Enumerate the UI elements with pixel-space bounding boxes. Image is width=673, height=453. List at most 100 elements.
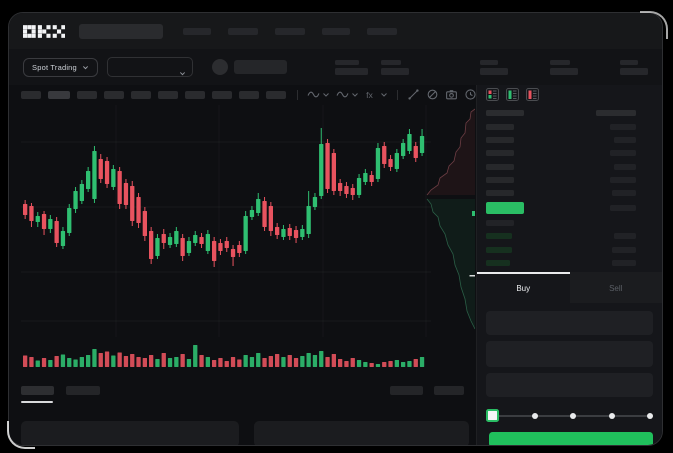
ask-row[interactable] <box>486 133 636 146</box>
order-form-input[interactable] <box>486 372 653 397</box>
timeframe-button[interactable] <box>239 90 259 99</box>
tool-clock-icon[interactable] <box>464 88 477 101</box>
submit-buy-button[interactable] <box>489 432 653 445</box>
bottom-tab-active[interactable] <box>21 386 54 396</box>
orders-table-placeholder <box>9 416 476 445</box>
tab-sell[interactable]: Sell <box>569 271 662 303</box>
nav-item[interactable] <box>183 27 211 35</box>
ticker-stat <box>335 59 368 75</box>
orderbook-header[interactable] <box>486 106 636 119</box>
ask-row[interactable] <box>486 120 636 133</box>
table-placeholder-cell <box>254 421 469 445</box>
buy-sell-tabs: Buy Sell <box>477 271 662 303</box>
top-navigation-bar <box>9 13 662 49</box>
ticker-stat <box>480 59 508 75</box>
slider-dot[interactable] <box>608 412 615 419</box>
nav-item[interactable] <box>228 27 258 35</box>
ask-row[interactable] <box>486 173 636 186</box>
tool-line-icon[interactable] <box>407 88 420 101</box>
tab-buy[interactable]: Buy <box>477 271 570 303</box>
tool-fx-icon[interactable]: fx <box>365 88 378 101</box>
orderbook-layout-asks-icon[interactable] <box>526 88 539 102</box>
nav-item[interactable] <box>275 27 305 35</box>
okx-logo-icon <box>23 24 65 38</box>
bottom-tab-actions <box>390 386 464 396</box>
orderbook <box>477 104 662 271</box>
ticker-stat <box>550 59 578 75</box>
timeframe-button[interactable] <box>48 90 70 99</box>
svg-text:fx: fx <box>366 90 373 100</box>
price-bar-placeholder <box>486 190 514 197</box>
price-bar-placeholder <box>486 150 514 157</box>
timeframe-button[interactable] <box>185 90 205 99</box>
bottom-action-button[interactable] <box>390 386 423 396</box>
ask-row[interactable] <box>486 160 636 173</box>
slider-handle[interactable] <box>486 409 499 423</box>
bottom-tab[interactable] <box>66 386 100 396</box>
timeframe-button[interactable] <box>158 90 178 99</box>
bottom-action-button[interactable] <box>434 386 464 396</box>
stat-value-placeholder <box>381 59 401 65</box>
amount-bar-placeholder <box>612 246 636 253</box>
nav-item[interactable] <box>322 27 350 35</box>
amount-bar-placeholder <box>610 205 636 212</box>
orderbook-layout-bids-icon[interactable] <box>506 88 519 102</box>
tool-camera-icon[interactable] <box>445 88 458 101</box>
chevron-down-icon <box>82 64 89 71</box>
ask-row[interactable] <box>486 147 636 160</box>
order-form-input[interactable] <box>486 310 653 335</box>
tool-chevron-icon[interactable] <box>380 88 388 101</box>
slider-dot[interactable] <box>531 412 538 419</box>
last-price-row[interactable] <box>486 200 636 216</box>
active-tab-underline <box>21 401 53 404</box>
order-form-input[interactable] <box>486 340 653 367</box>
nav-item[interactable] <box>367 27 397 35</box>
timeframe-button[interactable] <box>104 90 124 99</box>
bid-row[interactable] <box>486 243 636 256</box>
price-bar-placeholder <box>486 246 512 253</box>
tool-chevron-icon[interactable] <box>351 88 359 101</box>
amount-bar-placeholder <box>614 163 636 170</box>
price-bar-placeholder <box>486 110 524 117</box>
timeframe-button[interactable] <box>131 90 151 99</box>
tool-wave-icon[interactable] <box>336 88 349 101</box>
toolbar-divider <box>397 89 398 100</box>
instrument-bar: Spot Trading <box>9 49 662 85</box>
timeframe-button[interactable] <box>21 90 41 99</box>
tab-sell-label: Sell <box>609 283 623 293</box>
bid-row[interactable] <box>486 216 636 229</box>
depth-chart <box>426 108 475 330</box>
tool-wave-icon[interactable] <box>307 88 320 101</box>
pair-dropdown[interactable] <box>106 57 193 77</box>
amount-bar-placeholder <box>596 110 636 117</box>
slider-dot[interactable] <box>570 412 576 419</box>
toolbar-divider <box>297 89 298 100</box>
amount-bar-placeholder <box>612 190 636 197</box>
candlestick-chart[interactable] <box>21 105 431 371</box>
bid-row[interactable] <box>486 256 636 269</box>
table-placeholder-cell <box>21 421 239 445</box>
chevron-down-icon <box>179 64 186 75</box>
bid-row[interactable] <box>486 230 636 243</box>
okx-logo[interactable] <box>23 24 65 38</box>
orderbook-layout-both-icon[interactable] <box>486 88 499 102</box>
timeframe-button[interactable] <box>212 90 232 99</box>
chart-section: fx <box>9 85 495 445</box>
amount-bar-placeholder <box>610 123 636 130</box>
tool-chevron-icon[interactable] <box>322 88 330 101</box>
amount-bar-placeholder <box>614 233 636 240</box>
tool-eraser-icon[interactable] <box>426 88 439 101</box>
ask-row[interactable] <box>486 187 636 200</box>
amount-bar-placeholder <box>612 260 636 267</box>
market-type-selector[interactable]: Spot Trading <box>23 57 98 77</box>
pair-name-placeholder <box>233 60 287 74</box>
timeframe-button[interactable] <box>77 90 97 99</box>
main-content: fx Buy Sell <box>9 85 662 445</box>
search-input[interactable] <box>79 23 163 39</box>
slider-dot[interactable] <box>647 412 653 419</box>
chart-area[interactable] <box>9 105 476 378</box>
amount-slider[interactable] <box>486 409 653 423</box>
market-type-label: Spot Trading <box>32 62 77 72</box>
timeframe-button[interactable] <box>266 90 286 99</box>
slider-dots <box>486 409 653 423</box>
